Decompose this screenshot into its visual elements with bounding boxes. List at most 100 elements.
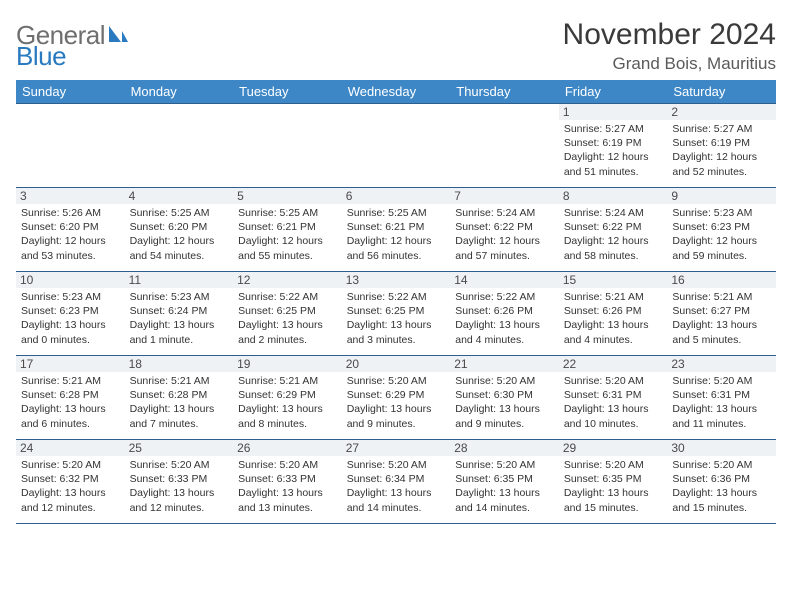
day-detail-text: Sunrise: 5:26 AMSunset: 6:20 PMDaylight:… [21,206,120,263]
page-header: General Blue November 2024 Grand Bois, M… [16,18,776,74]
logo-sail-icon [107,24,129,49]
day-detail-text: Sunrise: 5:25 AMSunset: 6:21 PMDaylight:… [347,206,446,263]
day-header: Saturday [667,80,776,104]
day-detail-text: Sunrise: 5:25 AMSunset: 6:20 PMDaylight:… [130,206,229,263]
day-number: 17 [16,356,125,372]
day-number: 27 [342,440,451,456]
day-detail-text: Sunrise: 5:23 AMSunset: 6:23 PMDaylight:… [672,206,771,263]
day-number: 23 [667,356,776,372]
calendar-day-cell: 7 Sunrise: 5:24 AMSunset: 6:22 PMDaylight… [450,188,559,272]
calendar-week-row: 17 Sunrise: 5:21 AMSunset: 6:28 PMDayligh… [16,356,776,440]
calendar-day-cell: 9 Sunrise: 5:23 AMSunset: 6:23 PMDaylight… [667,188,776,272]
day-detail-text: Sunrise: 5:24 AMSunset: 6:22 PMDaylight:… [455,206,554,263]
calendar-day-cell: 30Sunrise: 5:20 AMSunset: 6:36 PMDayligh… [667,440,776,524]
calendar-day-cell: 27 Sunrise: 5:20 AMSunset: 6:34 PMDayligh… [342,440,451,524]
calendar-day-cell: 15 Sunrise: 5:21 AMSunset: 6:26 PMDayligh… [559,272,668,356]
day-number: 13 [342,272,451,288]
day-number: 25 [125,440,234,456]
calendar-day-cell: 21 Sunrise: 5:20 AMSunset: 6:30 PMDayligh… [450,356,559,440]
day-detail-text: Sunrise: 5:20 AMSunset: 6:32 PMDaylight:… [21,458,120,515]
calendar-day-cell: 12 Sunrise: 5:22 AMSunset: 6:25 PMDayligh… [233,272,342,356]
day-number: 12 [233,272,342,288]
calendar-week-row: 3 Sunrise: 5:26 AMSunset: 6:20 PMDaylight… [16,188,776,272]
day-number: 20 [342,356,451,372]
day-number: 30 [667,440,776,456]
day-header: Wednesday [342,80,451,104]
day-detail-text: Sunrise: 5:20 AMSunset: 6:35 PMDaylight:… [564,458,663,515]
day-header-row: SundayMondayTuesdayWednesdayThursdayFrid… [16,80,776,104]
day-number: 2 [667,104,776,120]
calendar-day-cell: 28Sunrise: 5:20 AMSunset: 6:35 PMDayligh… [450,440,559,524]
calendar-body: 1Sunrise: 5:27 AMSunset: 6:19 PMDaylight… [16,104,776,524]
day-number: 18 [125,356,234,372]
day-detail-text: Sunrise: 5:20 AMSunset: 6:33 PMDaylight:… [130,458,229,515]
calendar-day-cell: 18Sunrise: 5:21 AMSunset: 6:28 PMDayligh… [125,356,234,440]
day-number: 26 [233,440,342,456]
calendar-page: General Blue November 2024 Grand Bois, M… [0,0,792,612]
calendar-day-cell: 16Sunrise: 5:21 AMSunset: 6:27 PMDayligh… [667,272,776,356]
calendar-day-cell: 22 Sunrise: 5:20 AMSunset: 6:31 PMDayligh… [559,356,668,440]
calendar-head: SundayMondayTuesdayWednesdayThursdayFrid… [16,80,776,104]
logo: General Blue [16,18,129,71]
title-block: November 2024 Grand Bois, Mauritius [563,18,776,74]
day-detail-text: Sunrise: 5:22 AMSunset: 6:25 PMDaylight:… [238,290,337,347]
day-detail-text: Sunrise: 5:20 AMSunset: 6:31 PMDaylight:… [672,374,771,431]
day-number: 9 [667,188,776,204]
calendar-day-cell [125,104,234,188]
day-number: 7 [450,188,559,204]
day-header: Friday [559,80,668,104]
day-header: Thursday [450,80,559,104]
calendar-day-cell: 6 Sunrise: 5:25 AMSunset: 6:21 PMDaylight… [342,188,451,272]
calendar-day-cell: 1Sunrise: 5:27 AMSunset: 6:19 PMDaylight… [559,104,668,188]
calendar-day-cell: 19 Sunrise: 5:21 AMSunset: 6:29 PMDayligh… [233,356,342,440]
calendar-day-cell: 10Sunrise: 5:23 AMSunset: 6:23 PMDayligh… [16,272,125,356]
day-detail-text: Sunrise: 5:21 AMSunset: 6:26 PMDaylight:… [564,290,663,347]
day-detail-text: Sunrise: 5:20 AMSunset: 6:29 PMDaylight:… [347,374,446,431]
calendar-day-cell: 8Sunrise: 5:24 AMSunset: 6:22 PMDaylight… [559,188,668,272]
calendar-day-cell [233,104,342,188]
day-header: Sunday [16,80,125,104]
day-detail-text: Sunrise: 5:20 AMSunset: 6:33 PMDaylight:… [238,458,337,515]
day-number: 29 [559,440,668,456]
day-detail-text: Sunrise: 5:22 AMSunset: 6:26 PMDaylight:… [455,290,554,347]
calendar-week-row: 10Sunrise: 5:23 AMSunset: 6:23 PMDayligh… [16,272,776,356]
day-detail-text: Sunrise: 5:27 AMSunset: 6:19 PMDaylight:… [672,122,771,179]
calendar-day-cell: 25 Sunrise: 5:20 AMSunset: 6:33 PMDayligh… [125,440,234,524]
calendar-week-row: 24 Sunrise: 5:20 AMSunset: 6:32 PMDayligh… [16,440,776,524]
calendar-day-cell: 3 Sunrise: 5:26 AMSunset: 6:20 PMDaylight… [16,188,125,272]
day-detail-text: Sunrise: 5:21 AMSunset: 6:29 PMDaylight:… [238,374,337,431]
calendar-day-cell: 17 Sunrise: 5:21 AMSunset: 6:28 PMDayligh… [16,356,125,440]
calendar-table: SundayMondayTuesdayWednesdayThursdayFrid… [16,80,776,524]
day-header: Tuesday [233,80,342,104]
day-number: 21 [450,356,559,372]
logo-text: General Blue [16,18,129,71]
day-detail-text: Sunrise: 5:20 AMSunset: 6:35 PMDaylight:… [455,458,554,515]
day-detail-text: Sunrise: 5:25 AMSunset: 6:21 PMDaylight:… [238,206,337,263]
day-number: 22 [559,356,668,372]
day-number: 8 [559,188,668,204]
day-number: 3 [16,188,125,204]
calendar-day-cell: 4Sunrise: 5:25 AMSunset: 6:20 PMDaylight… [125,188,234,272]
calendar-day-cell: 13 Sunrise: 5:22 AMSunset: 6:25 PMDayligh… [342,272,451,356]
calendar-day-cell: 26 Sunrise: 5:20 AMSunset: 6:33 PMDayligh… [233,440,342,524]
month-title: November 2024 [563,18,776,52]
day-number: 15 [559,272,668,288]
day-detail-text: Sunrise: 5:21 AMSunset: 6:28 PMDaylight:… [21,374,120,431]
day-detail-text: Sunrise: 5:27 AMSunset: 6:19 PMDaylight:… [564,122,663,179]
calendar-day-cell: 5 Sunrise: 5:25 AMSunset: 6:21 PMDaylight… [233,188,342,272]
day-number: 6 [342,188,451,204]
day-header: Monday [125,80,234,104]
day-number: 10 [16,272,125,288]
calendar-day-cell [342,104,451,188]
day-detail-text: Sunrise: 5:20 AMSunset: 6:34 PMDaylight:… [347,458,446,515]
day-detail-text: Sunrise: 5:22 AMSunset: 6:25 PMDaylight:… [347,290,446,347]
day-number: 16 [667,272,776,288]
day-number: 5 [233,188,342,204]
day-detail-text: Sunrise: 5:20 AMSunset: 6:31 PMDaylight:… [564,374,663,431]
day-number: 19 [233,356,342,372]
calendar-day-cell: 20 Sunrise: 5:20 AMSunset: 6:29 PMDayligh… [342,356,451,440]
day-number: 24 [16,440,125,456]
day-detail-text: Sunrise: 5:20 AMSunset: 6:30 PMDaylight:… [455,374,554,431]
calendar-day-cell: 11Sunrise: 5:23 AMSunset: 6:24 PMDayligh… [125,272,234,356]
calendar-day-cell [16,104,125,188]
